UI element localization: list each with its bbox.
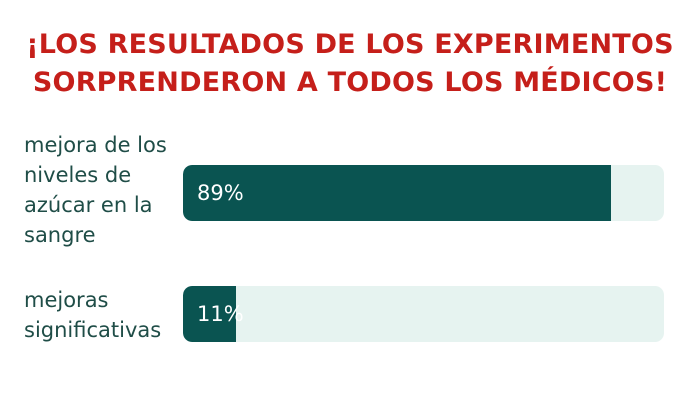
bar-fill-significant	[183, 286, 236, 342]
bar-track-blood-sugar: 89%	[183, 165, 664, 221]
bar-value-label-blood-sugar: 89%	[197, 181, 244, 205]
chart-title: ¡LOS RESULTADOS DE LOS EXPERIMENTOS SORP…	[26, 29, 674, 98]
bar-label-significant: mejoras significativas	[24, 288, 162, 342]
bar-label-blood-sugar: mejora de los niveles de azúcar en la sa…	[24, 133, 167, 247]
bar-fill-blood-sugar	[183, 165, 611, 221]
bar-value-label-significant: 11%	[197, 302, 244, 326]
bar-track-significant: 11%	[183, 286, 664, 342]
